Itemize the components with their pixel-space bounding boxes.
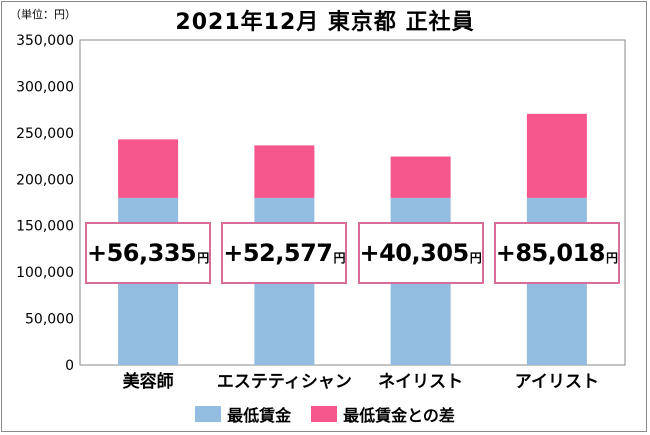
- x-category-label: 美容師: [123, 371, 174, 392]
- y-tick-label: 50,000: [25, 312, 74, 328]
- bar-diff: [390, 156, 451, 198]
- legend: 最低賃金 最低賃金との差: [0, 402, 650, 426]
- difference-unit: 円: [605, 250, 618, 265]
- difference-value: +52,577: [223, 239, 333, 267]
- y-axis: 0 50,000 100,000 150,000 200,000 250,000 300,0…: [16, 33, 74, 374]
- difference-label: +52,577 円: [221, 222, 348, 284]
- difference-value: +56,335: [87, 239, 197, 267]
- y-tick-label: 100,000: [16, 265, 74, 281]
- legend-item-min-wage: 最低賃金: [195, 402, 291, 426]
- unit-label: （単位：円）: [10, 8, 76, 21]
- chart-title: 2021年12月 東京都 正社員: [175, 10, 475, 35]
- difference-value: +40,305: [359, 239, 470, 267]
- difference-label: +85,018 円: [493, 222, 620, 284]
- y-tick-label: 200,000: [16, 172, 74, 188]
- y-tick-label: 150,000: [16, 219, 74, 235]
- bar-diff: [254, 145, 315, 198]
- difference-unit: 円: [469, 250, 482, 265]
- y-tick-label: 250,000: [16, 126, 74, 142]
- x-category-label: アイリスト: [515, 372, 599, 392]
- plot-area: [79, 39, 626, 366]
- y-tick-label: 300,000: [16, 79, 74, 95]
- difference-value: +85,018: [495, 239, 606, 267]
- y-tick-label: 0: [65, 358, 74, 374]
- x-axis-categories: 美容師 エステティシャン ネイリスト アイリスト: [123, 371, 599, 392]
- legend-item-diff: 最低賃金との差: [311, 402, 455, 426]
- difference-label: +40,305 円: [357, 222, 484, 284]
- bar-diff: [526, 113, 587, 198]
- legend-label-min-wage: 最低賃金: [227, 406, 292, 425]
- difference-unit: 円: [197, 250, 210, 265]
- legend-swatch-diff: [311, 406, 338, 422]
- x-category-label: エステティシャン: [217, 372, 352, 392]
- bar-diff: [118, 139, 179, 198]
- x-category-label: ネイリスト: [378, 372, 463, 392]
- legend-label-diff: 最低賃金との差: [343, 406, 455, 425]
- legend-swatch-min-wage: [195, 406, 222, 422]
- difference-label: +56,335 円: [85, 222, 212, 284]
- y-tick-label: 350,000: [16, 33, 74, 49]
- difference-unit: 円: [333, 250, 346, 265]
